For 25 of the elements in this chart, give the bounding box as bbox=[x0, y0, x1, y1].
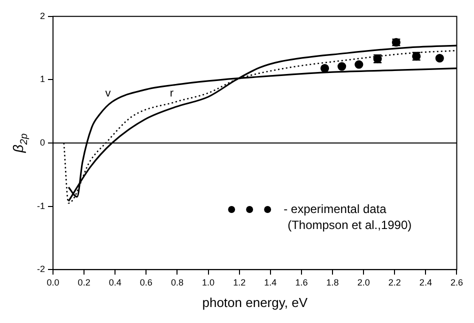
x-tick-label: 1.4 bbox=[264, 277, 277, 288]
y-tick-label: -1 bbox=[36, 200, 45, 211]
x-tick-label: 2.2 bbox=[388, 277, 401, 288]
x-tick-label: 1.0 bbox=[202, 277, 215, 288]
x-tick-label: 2.4 bbox=[419, 277, 432, 288]
y-axis-title: β2p bbox=[10, 133, 30, 154]
x-tick-label: 1.6 bbox=[295, 277, 308, 288]
x-tick-label: 0.8 bbox=[170, 277, 184, 288]
series-label: v bbox=[105, 87, 112, 100]
x-tick-label: 2.0 bbox=[357, 277, 370, 288]
y-tick-label: -2 bbox=[36, 264, 45, 274]
y-tick-label: 1 bbox=[40, 74, 45, 84]
x-tick-label: 2.6 bbox=[450, 277, 463, 288]
x-tick-label: 0.6 bbox=[140, 277, 152, 288]
annotation: (Thompson et al.,1990) bbox=[288, 218, 412, 232]
x-tick-label: 0.4 bbox=[108, 277, 122, 288]
x-axis-title: photon energy, eV bbox=[202, 294, 308, 310]
series-label: r bbox=[170, 87, 174, 100]
x-tick-label: 1.2 bbox=[233, 277, 246, 288]
y-tick-label: 2 bbox=[40, 10, 45, 21]
legend-label: - experimental data bbox=[284, 202, 387, 216]
y-tick-label: 0 bbox=[40, 137, 45, 148]
x-tick-label: 1.8 bbox=[326, 277, 339, 288]
x-tick-label: 0.0 bbox=[46, 277, 60, 288]
x-tick-label: 0.2 bbox=[78, 277, 90, 288]
